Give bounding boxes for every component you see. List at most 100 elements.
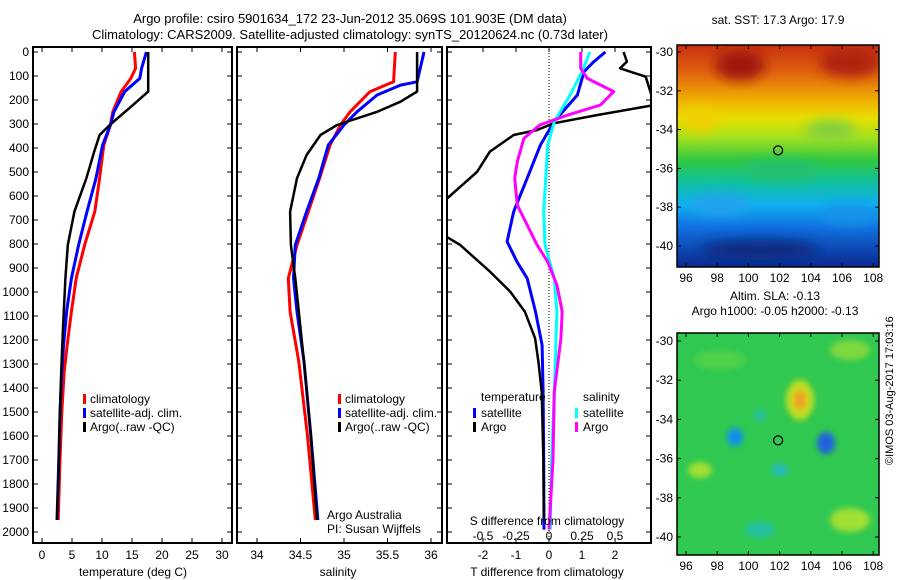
lon-tick-label: 104 xyxy=(801,559,821,573)
y-tick-label: 1700 xyxy=(2,453,29,467)
difference-panel: -2 -1 0 1 2 -0.5 -0.25 0 0.25 0.5 T difference fr… xyxy=(446,46,652,579)
x2-tick-label: 0.25 xyxy=(570,529,594,543)
lat-tick-label: -36 xyxy=(656,161,674,175)
sla-map-frame xyxy=(676,332,880,556)
legend-label-t-argo: Argo xyxy=(481,420,507,434)
x-tick-label: 20 xyxy=(155,548,169,562)
y-tick-label: 100 xyxy=(9,69,29,83)
lat-tick-label: -38 xyxy=(656,491,674,505)
lat-tick-label: -38 xyxy=(656,200,674,214)
x-tick-label: 34 xyxy=(250,548,264,562)
series-line-argo-raw-qc xyxy=(55,52,150,521)
y-tick-label: 1500 xyxy=(2,405,29,419)
legend-swatch-climatology xyxy=(338,394,341,404)
title-line-2: Climatology: CARS2009. Satellite-adjuste… xyxy=(92,27,608,42)
temperature-legend: climatology satellite-adj. clim. Argo(..… xyxy=(83,392,182,434)
x-tick-label: -2 xyxy=(478,548,489,562)
lon-tick-label: 104 xyxy=(801,271,821,285)
legend-label-s-satellite: satellite xyxy=(583,406,624,420)
legend-swatch-s-satellite xyxy=(575,408,578,418)
difference-ticks: -2 -1 0 1 2 -0.5 -0.25 0 0.25 0.5 xyxy=(447,47,651,562)
lat-tick-label: -34 xyxy=(656,123,674,137)
t-difference-xlabel: T difference from climatology xyxy=(470,565,624,579)
lon-tick-label: 100 xyxy=(738,271,758,285)
y-tick-label: 700 xyxy=(9,213,29,227)
lon-tick-label: 102 xyxy=(770,271,790,285)
salinity-series xyxy=(286,51,426,521)
lon-tick-label: 98 xyxy=(711,271,725,285)
sst-map-ticks: 96 98 100 102 104 106 108 -30 -32 -34 -36 -38 -40 xyxy=(656,45,884,285)
x-tick-label: 34.5 xyxy=(289,548,313,562)
y-tick-label: 1600 xyxy=(2,429,29,443)
x2-tick-label: -0.25 xyxy=(502,529,530,543)
x-tick-label: 15 xyxy=(125,548,139,562)
y-tick-label: 1400 xyxy=(2,381,29,395)
legend-swatch-satellite xyxy=(83,408,86,418)
annotation-pi: PI: Susan Wijffels xyxy=(327,522,421,536)
x2-tick-label: 0.5 xyxy=(607,529,624,543)
y-tick-label: 600 xyxy=(9,189,29,203)
sla-map-subtitle: Argo h1000: -0.05 h2000: -0.13 xyxy=(692,304,859,318)
lon-tick-label: 108 xyxy=(863,271,883,285)
lat-tick-label: -40 xyxy=(656,530,674,544)
legend-swatch-t-satellite xyxy=(473,408,476,418)
temperature-series xyxy=(55,51,150,521)
series-line-climatology xyxy=(56,51,138,521)
salinity-axes-box xyxy=(236,46,443,544)
series-line-satellite-adj-clim xyxy=(55,51,148,521)
lon-tick-label: 106 xyxy=(832,271,852,285)
lon-tick-label: 96 xyxy=(679,559,693,573)
lon-tick-label: 106 xyxy=(832,559,852,573)
series-line-argo-raw-qc xyxy=(288,52,419,521)
y-tick-label: 1300 xyxy=(2,357,29,371)
x-tick-label: 1 xyxy=(579,548,586,562)
lon-tick-label: 102 xyxy=(770,559,790,573)
x-tick-label: 0 xyxy=(546,548,553,562)
legend-swatch-s-argo xyxy=(575,422,578,432)
salinity-xlabel: salinity xyxy=(320,565,357,579)
legend-swatch-argo xyxy=(338,422,341,432)
y-tick-label: 500 xyxy=(9,165,29,179)
difference-legend: temperature salinity satellite Argo sate… xyxy=(473,390,624,434)
y-tick-label: 1800 xyxy=(2,477,29,491)
lat-tick-label: -34 xyxy=(656,412,674,426)
temperature-axes-box xyxy=(32,46,233,544)
y-tick-label: 1200 xyxy=(2,333,29,347)
imos-credit: ©IMOS 03-Aug-2017 17:03:16 xyxy=(884,316,896,465)
y-tick-label: 1000 xyxy=(2,285,29,299)
y-tick-label: 0 xyxy=(22,45,29,59)
argo-location-marker xyxy=(772,435,784,446)
y-tick-label: 1900 xyxy=(2,501,29,515)
lat-tick-label: -30 xyxy=(656,45,674,59)
series-line-salinity-argo xyxy=(513,52,616,530)
sst-map-title: sat. SST: 17.3 Argo: 17.9 xyxy=(712,13,845,27)
x-tick-label: 35 xyxy=(337,548,351,562)
sst-map-frame xyxy=(676,44,880,268)
lat-tick-label: -40 xyxy=(656,239,674,253)
sla-field xyxy=(677,333,879,555)
y-tick-label: 1100 xyxy=(3,309,29,323)
y-tick-label: 900 xyxy=(9,261,29,275)
x-tick-label: 25 xyxy=(185,548,199,562)
lat-tick-label: -32 xyxy=(656,373,674,387)
legend-swatch-t-argo xyxy=(473,422,476,432)
temperature-xlabel: temperature (deg C) xyxy=(79,565,187,579)
legend-label-satellite: satellite-adj. clim. xyxy=(90,406,182,420)
legend-swatch-argo xyxy=(83,422,86,432)
sla-map-ticks: 96 98 100 102 104 106 108 -30 -32 -34 -36 -38 -40 xyxy=(656,333,884,573)
salinity-panel: 34 34.5 35 35.5 36 salinity climatology sate… xyxy=(236,46,443,579)
legend-label-argo: Argo(..raw -QC) xyxy=(345,420,430,434)
title-line-1: Argo profile: csiro 5901634_172 23-Jun-2… xyxy=(133,11,567,26)
sst-field xyxy=(677,45,879,267)
y-tick-label: 400 xyxy=(9,141,29,155)
y-tick-label: 300 xyxy=(9,117,29,131)
salinity-ticks: 34 34.5 35 35.5 36 xyxy=(237,47,442,562)
series-line-temperature-satellite xyxy=(505,50,607,530)
legend-swatch-climatology xyxy=(83,394,86,404)
x-tick-label: 30 xyxy=(215,548,229,562)
temperature-ticks: 0100200300400500600700800900100011001200… xyxy=(2,45,232,562)
sst-map: sat. SST: 17.3 Argo: 17.9 96 98 100 102 104 1… xyxy=(656,13,884,285)
x-tick-label: 36 xyxy=(424,548,438,562)
legend-label-climatology: climatology xyxy=(345,392,405,406)
